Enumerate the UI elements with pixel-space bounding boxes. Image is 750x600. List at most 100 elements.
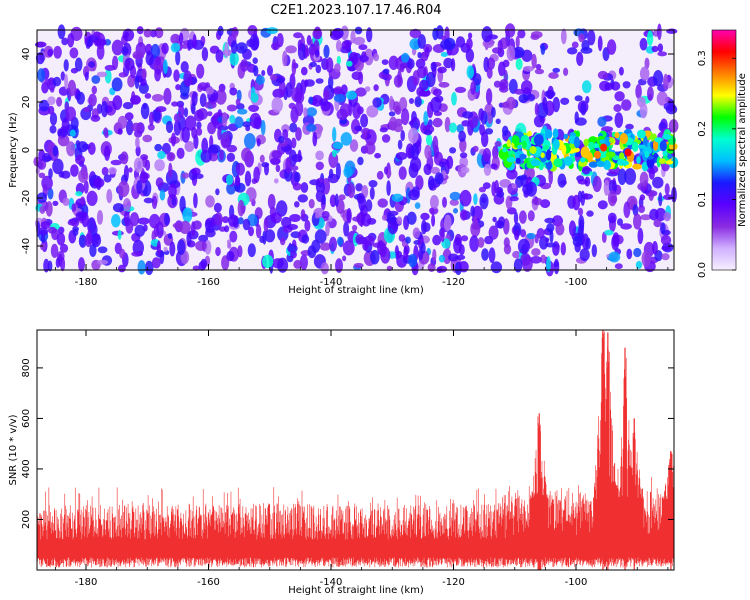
heatmap-cell — [663, 212, 671, 222]
heatmap-cell — [412, 227, 421, 239]
heatmap-cell — [224, 41, 229, 58]
heatmap-cell — [37, 68, 46, 83]
heatmap-cell — [520, 229, 527, 238]
heatmap-cell — [466, 38, 473, 50]
heatmap-cell — [163, 246, 168, 252]
heatmap-cell — [466, 65, 475, 79]
heatmap-cell — [421, 219, 427, 235]
heatmap-cell — [143, 224, 148, 232]
heatmap-cell — [81, 212, 89, 228]
heatmap-cell — [409, 28, 422, 39]
heatmap-cell — [112, 95, 123, 111]
heatmap-cell — [357, 156, 364, 166]
heatmap-cell — [660, 222, 666, 235]
heatmap-cell — [636, 156, 641, 164]
heatmap-cell — [482, 182, 491, 190]
heatmap-cell — [336, 108, 348, 121]
heatmap-cell — [219, 149, 224, 161]
heatmap-cell — [234, 175, 241, 186]
heatmap-cell — [196, 63, 205, 79]
y-tick-label: 20 — [21, 96, 32, 109]
heatmap-cell — [427, 263, 436, 272]
heatmap-cell — [414, 96, 422, 108]
heatmap-cell — [75, 154, 85, 165]
heatmap-cell — [183, 107, 189, 118]
heatmap-cell — [482, 148, 492, 162]
heatmap-cell — [461, 235, 469, 242]
heatmap-cell — [154, 143, 163, 152]
heatmap-cell — [372, 97, 382, 108]
heatmap-cell — [453, 208, 458, 214]
heatmap-cell — [186, 231, 192, 247]
heatmap-cell — [362, 129, 368, 140]
heatmap-cell — [506, 156, 516, 163]
heatmap-cell — [199, 93, 207, 107]
heatmap-cell — [275, 164, 281, 173]
heatmap-cell — [91, 234, 102, 248]
heatmap-cell — [303, 107, 308, 118]
heatmap-cell — [181, 172, 190, 179]
heatmap-cell — [580, 190, 586, 206]
heatmap-cell — [640, 214, 652, 221]
heatmap-cell — [449, 191, 461, 201]
heatmap-cell — [208, 144, 221, 154]
heatmap-cell — [563, 133, 568, 140]
heatmap-cell — [241, 121, 252, 128]
heatmap-cell — [123, 209, 130, 226]
heatmap-cell — [314, 49, 320, 58]
heatmap-cell — [100, 101, 109, 118]
heatmap-cell — [263, 217, 269, 233]
heatmap-cell — [37, 159, 47, 170]
heatmap-cell — [603, 160, 611, 170]
heatmap-cell — [443, 57, 454, 69]
heatmap-cell — [534, 102, 539, 116]
heatmap-cell — [350, 30, 356, 44]
heatmap-cell — [483, 56, 490, 73]
x-tick-label: -100 — [565, 277, 588, 288]
heatmap-cell — [417, 51, 422, 59]
heatmap-cell — [406, 58, 415, 69]
colorbar-frame — [711, 29, 737, 271]
heatmap-cell — [237, 199, 245, 217]
heatmap-cell — [517, 29, 526, 39]
heatmap-cell — [131, 251, 143, 257]
heatmap-cell — [66, 141, 76, 157]
heatmap-cell — [292, 182, 302, 191]
heatmap-cell — [424, 144, 432, 160]
heatmap-cell — [247, 243, 256, 258]
heatmap-cell — [80, 196, 86, 205]
heatmap-cell — [140, 78, 147, 87]
heatmap-cell — [408, 253, 418, 268]
heatmap-cell — [613, 104, 622, 113]
heatmap-cell — [217, 25, 224, 37]
heatmap-cell — [581, 233, 590, 250]
heatmap-cell — [415, 175, 424, 191]
heatmap-cell — [400, 130, 406, 142]
heatmap-cell — [652, 241, 658, 255]
heatmap-cell — [123, 198, 131, 211]
heatmap-cell — [179, 220, 191, 234]
heatmap-cell — [543, 145, 549, 151]
heatmap-cell — [342, 240, 355, 256]
heatmap-cell — [180, 61, 189, 73]
heatmap-cell — [574, 152, 582, 157]
heatmap-cell — [295, 127, 302, 141]
heatmap-cell — [315, 179, 321, 193]
heatmap-cell — [333, 86, 344, 97]
heatmap-cell — [502, 147, 507, 153]
heatmap-cell — [622, 81, 631, 89]
heatmap-cell — [465, 48, 475, 63]
heatmap-cell — [196, 121, 202, 129]
heatmap-cell — [639, 66, 650, 81]
heatmap-cell — [374, 152, 381, 159]
figure-title: C2E1.2023.107.17.46.R04 — [270, 3, 441, 18]
heatmap-cell — [342, 255, 347, 262]
heatmap-cell — [410, 144, 420, 161]
heatmap-cell — [513, 211, 519, 225]
heatmap-cell — [564, 156, 573, 167]
heatmap-cell — [432, 135, 439, 153]
heatmap-cell — [597, 70, 609, 80]
heatmap-cell — [191, 167, 201, 176]
heatmap-cell — [651, 45, 659, 53]
heatmap-cell — [552, 128, 559, 139]
